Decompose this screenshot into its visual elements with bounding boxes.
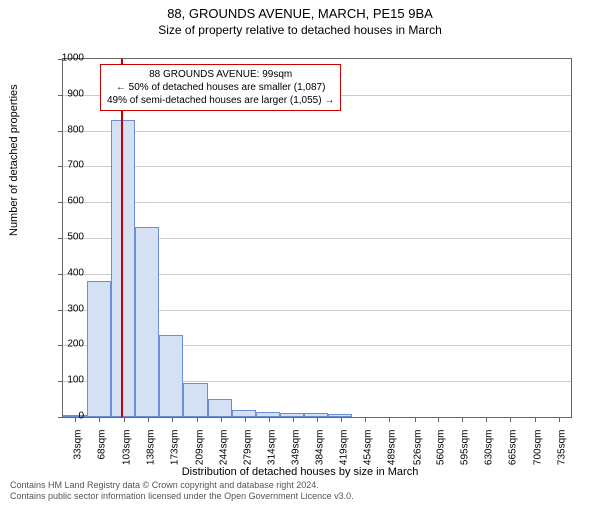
footnote-line: Contains HM Land Registry data © Crown c… (10, 480, 354, 491)
footnote: Contains HM Land Registry data © Crown c… (10, 480, 354, 502)
xtick-mark (269, 417, 270, 422)
xtick-mark (99, 417, 100, 422)
y-axis-label: Number of detached properties (8, 84, 20, 236)
xtick-label: 384sqm (315, 430, 326, 466)
annotation-line: 88 GROUNDS AVENUE: 99sqm (107, 68, 334, 81)
xtick-mark (172, 417, 173, 422)
xtick-label: 665sqm (508, 430, 519, 466)
footnote-line: Contains public sector information licen… (10, 491, 354, 502)
ytick-label: 600 (44, 196, 84, 207)
xtick-label: 138sqm (145, 430, 156, 466)
xtick-mark (510, 417, 511, 422)
xtick-mark (462, 417, 463, 422)
ytick-label: 500 (44, 232, 84, 243)
histogram-bar (232, 410, 256, 417)
marker-line (121, 59, 123, 417)
xtick-label: 595sqm (460, 430, 471, 466)
annotation-box: 88 GROUNDS AVENUE: 99sqm← 50% of detache… (100, 64, 341, 111)
xtick-mark (221, 417, 222, 422)
xtick-label: 489sqm (387, 430, 398, 466)
histogram-bar (135, 227, 159, 417)
histogram-bar (328, 414, 352, 417)
xtick-label: 735sqm (556, 430, 567, 466)
plot-area (62, 58, 572, 418)
histogram-bar (208, 399, 232, 417)
xtick-label: 419sqm (339, 430, 350, 466)
xtick-label: 173sqm (169, 430, 180, 466)
ytick-label: 400 (44, 267, 84, 278)
histogram-bar (280, 413, 304, 417)
chart-container: 88, GROUNDS AVENUE, MARCH, PE15 9BA Size… (0, 6, 600, 506)
xtick-label: 33sqm (73, 430, 84, 460)
xtick-mark (341, 417, 342, 422)
xtick-mark (317, 417, 318, 422)
xtick-label: 630sqm (484, 430, 495, 466)
ytick-label: 900 (44, 88, 84, 99)
xtick-label: 244sqm (218, 430, 229, 466)
xtick-mark (293, 417, 294, 422)
ytick-label: 1000 (44, 53, 84, 64)
xtick-label: 279sqm (242, 430, 253, 466)
annotation-line: 49% of semi-detached houses are larger (… (107, 94, 334, 107)
annotation-line: ← 50% of detached houses are smaller (1,… (107, 81, 334, 94)
xtick-label: 68sqm (97, 430, 108, 460)
ytick-label: 300 (44, 303, 84, 314)
histogram-bar (304, 413, 328, 417)
xtick-label: 526sqm (412, 430, 423, 466)
x-axis-label: Distribution of detached houses by size … (0, 466, 600, 478)
chart-area (62, 58, 572, 418)
ytick-label: 700 (44, 160, 84, 171)
xtick-label: 209sqm (194, 430, 205, 466)
ytick-label: 800 (44, 124, 84, 135)
xtick-mark (438, 417, 439, 422)
chart-title: 88, GROUNDS AVENUE, MARCH, PE15 9BA (0, 6, 600, 21)
xtick-mark (559, 417, 560, 422)
xtick-mark (365, 417, 366, 422)
xtick-label: 349sqm (290, 430, 301, 466)
xtick-mark (124, 417, 125, 422)
xtick-label: 560sqm (436, 430, 447, 466)
ytick-label: 200 (44, 339, 84, 350)
xtick-mark (148, 417, 149, 422)
histogram-bar (159, 335, 183, 417)
xtick-mark (415, 417, 416, 422)
histogram-bar (111, 120, 135, 417)
xtick-mark (486, 417, 487, 422)
xtick-mark (389, 417, 390, 422)
ytick-label: 0 (44, 411, 84, 422)
histogram-bar (256, 412, 280, 417)
xtick-label: 314sqm (266, 430, 277, 466)
xtick-label: 103sqm (121, 430, 132, 466)
chart-subtitle: Size of property relative to detached ho… (0, 23, 600, 37)
histogram-bar (87, 281, 111, 417)
gridline (63, 202, 571, 203)
xtick-label: 454sqm (363, 430, 374, 466)
xtick-mark (535, 417, 536, 422)
ytick-label: 100 (44, 375, 84, 386)
xtick-label: 700sqm (532, 430, 543, 466)
xtick-mark (245, 417, 246, 422)
xtick-mark (197, 417, 198, 422)
gridline (63, 131, 571, 132)
histogram-bar (183, 383, 207, 417)
gridline (63, 166, 571, 167)
